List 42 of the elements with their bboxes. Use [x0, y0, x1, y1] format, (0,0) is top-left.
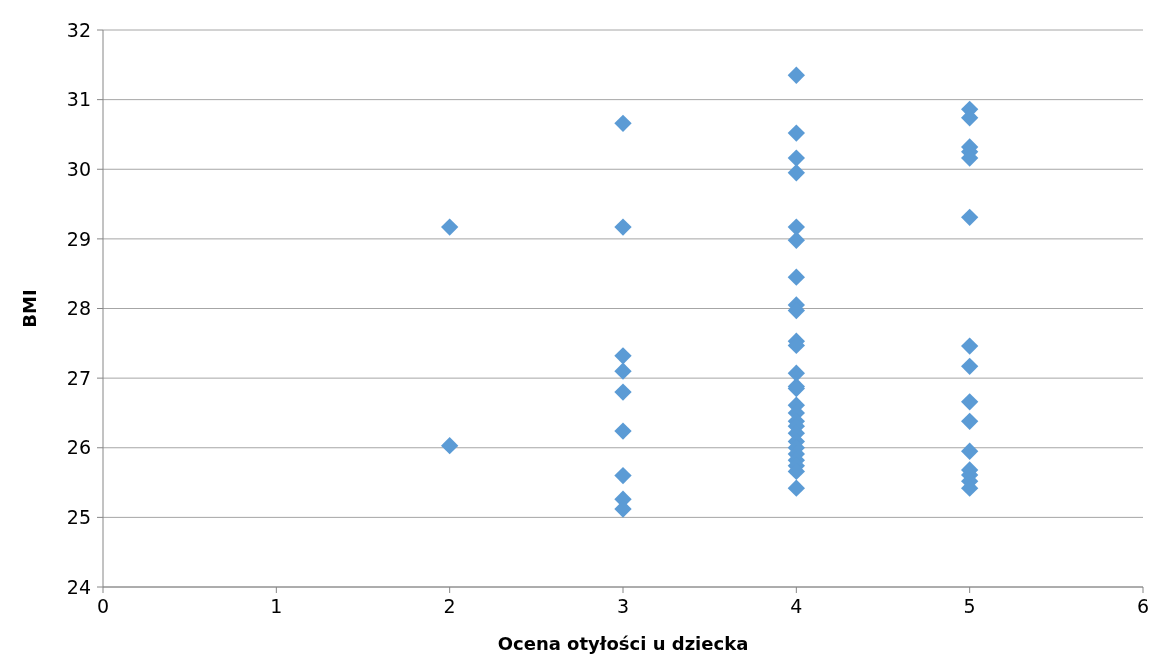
y-tick-label: 32 — [66, 18, 91, 41]
x-tick-label: 0 — [96, 595, 110, 617]
point — [614, 114, 632, 132]
point — [614, 422, 632, 440]
point — [787, 479, 805, 497]
point — [961, 393, 979, 411]
y-tick-label: 24 — [66, 575, 91, 598]
point — [614, 362, 632, 380]
y-tick-label: 31 — [66, 88, 91, 111]
x-tick-label: 2 — [443, 595, 456, 617]
point — [787, 268, 805, 286]
point — [787, 124, 805, 142]
x-axis-title: Ocena otyłości u dziecka — [497, 633, 749, 654]
y-tick-label: 26 — [66, 436, 91, 459]
point — [614, 466, 632, 485]
x-tick-label: 5 — [963, 595, 976, 617]
point — [787, 66, 805, 84]
point — [787, 218, 805, 236]
y-axis-title: BMI — [19, 289, 40, 328]
point — [614, 347, 632, 365]
y-tick-label: 27 — [66, 366, 91, 389]
point — [441, 437, 459, 455]
point — [441, 218, 459, 236]
point — [961, 442, 979, 460]
point — [961, 357, 979, 375]
point — [614, 218, 632, 236]
point — [961, 208, 979, 226]
point — [961, 337, 979, 355]
x-tick-label: 1 — [270, 595, 283, 617]
x-tick-label: 6 — [1136, 595, 1150, 617]
x-tick-label: 3 — [616, 595, 630, 617]
point — [787, 231, 805, 249]
point — [614, 383, 632, 401]
point — [787, 149, 805, 167]
x-tick-label: 4 — [790, 595, 803, 617]
point — [961, 412, 979, 430]
point — [787, 364, 805, 382]
y-tick-label: 25 — [66, 506, 91, 529]
y-tick-label: 28 — [66, 297, 91, 320]
y-tick-label: 29 — [66, 227, 91, 250]
y-tick-label: 30 — [66, 157, 91, 180]
point — [787, 164, 805, 182]
